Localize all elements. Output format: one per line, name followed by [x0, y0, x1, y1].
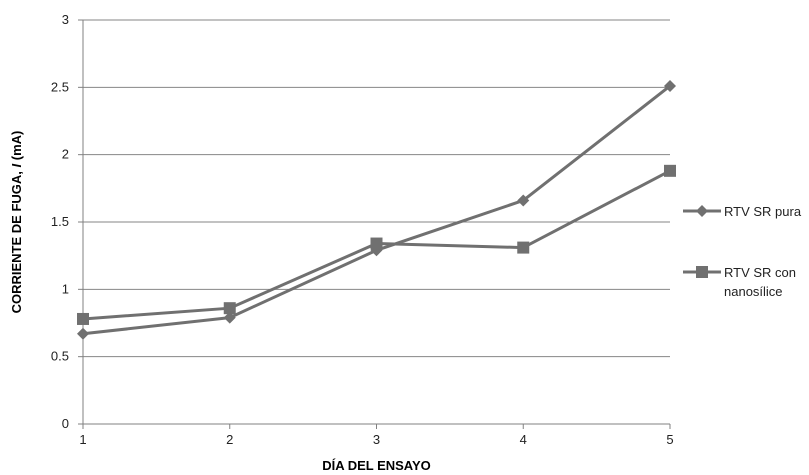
series-1	[77, 79, 676, 340]
x-tick-label: 3	[373, 432, 380, 447]
y-tick-label: 2	[62, 147, 69, 162]
y-axis-title-suffix: (mA)	[9, 131, 24, 164]
x-tick-label: 1	[79, 432, 86, 447]
x-tick-label: 5	[666, 432, 673, 447]
legend-label: nanosílice	[724, 284, 783, 299]
y-tick-label: 1.5	[51, 214, 69, 229]
y-tick-label: 3	[62, 12, 69, 27]
series	[77, 79, 676, 340]
data-point	[664, 79, 676, 92]
data-point	[664, 164, 676, 177]
legend-marker	[696, 205, 708, 217]
y-tick-label: 2.5	[51, 79, 69, 94]
legend-marker	[696, 266, 708, 278]
y-tick-label: 1	[62, 281, 69, 296]
y-axis-title: CORRIENTE DE FUGA, I (mA)	[9, 131, 24, 314]
series-line	[82, 84, 671, 336]
data-point	[77, 312, 89, 325]
x-tick-labels: 1 2 3 4 5	[79, 424, 674, 447]
data-point	[370, 237, 383, 250]
data-point	[517, 241, 530, 254]
data-point	[223, 302, 236, 315]
x-axis-title: DÍA DEL ENSAYO	[322, 458, 431, 473]
legend-item: RTV SR con nanosílice	[683, 265, 796, 299]
gridlines	[83, 19, 670, 358]
legend-label: RTV SR con	[724, 265, 796, 280]
y-tick-label: 0	[62, 416, 69, 431]
y-tick-label: 0.5	[51, 349, 69, 364]
legend-label: RTV SR pura	[724, 204, 802, 219]
y-tick-labels: 0 0.5 1 1.5 2 2.5 3	[51, 12, 83, 431]
y-axis-title-italic: I	[9, 163, 24, 167]
data-point	[517, 194, 530, 207]
series-2	[77, 164, 676, 325]
legend-item: RTV SR pura	[683, 204, 802, 219]
legend: RTV SR pura RTV SR con nanosílice	[683, 204, 802, 299]
data-point	[77, 327, 89, 340]
x-tick-label: 2	[226, 432, 233, 447]
x-tick-label: 4	[520, 432, 527, 447]
y-axis-title-prefix: CORRIENTE DE FUGA,	[9, 167, 24, 313]
data-point	[223, 311, 236, 324]
